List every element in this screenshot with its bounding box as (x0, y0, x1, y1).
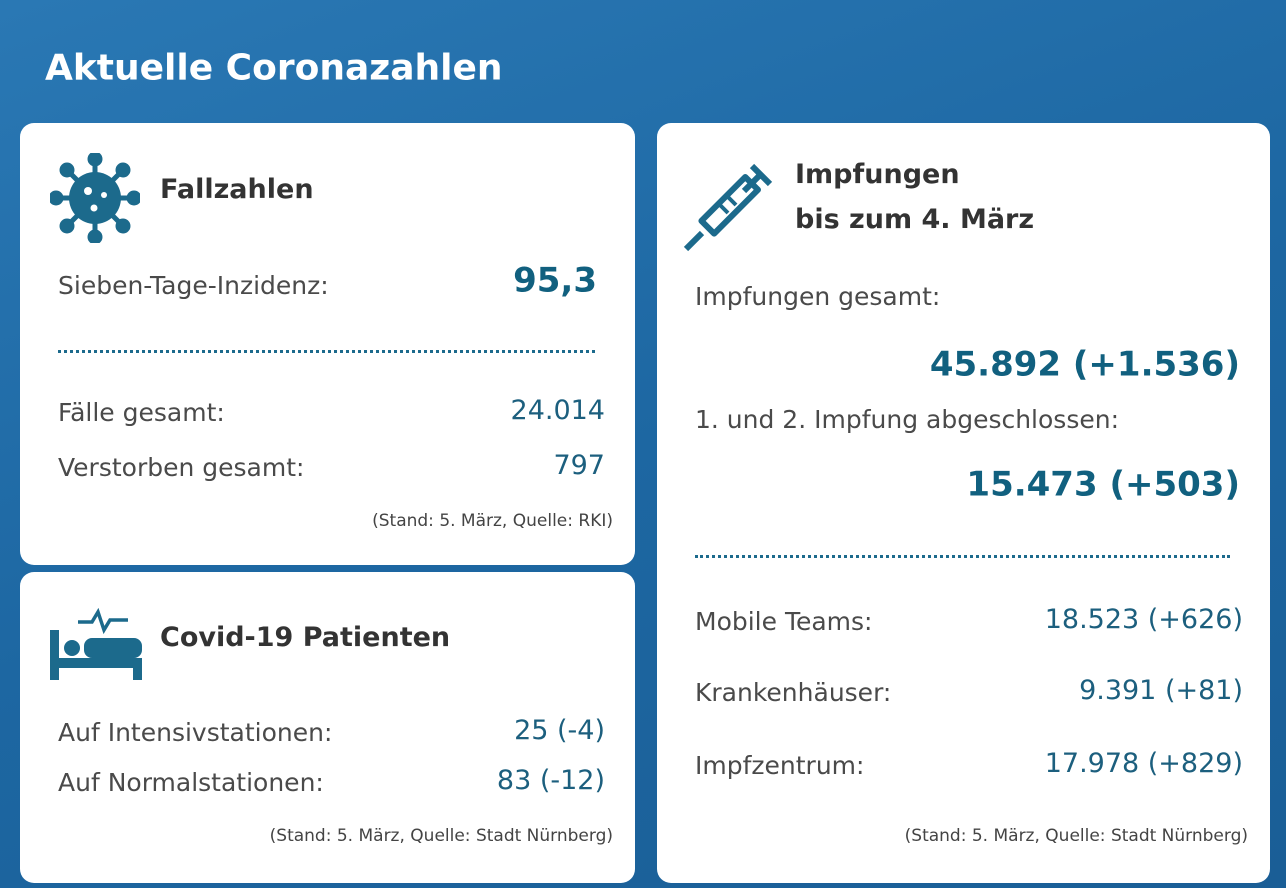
source: (Stand: 5. März, Quelle: RKI) (372, 510, 613, 531)
row-value: 9.391 (+81) (1079, 674, 1243, 706)
vaccination-heading: Impfungen (795, 158, 960, 190)
page-title: Aktuelle Coronazahlen (45, 47, 503, 89)
row-value: 24.014 (510, 394, 605, 426)
bed-icon (50, 608, 142, 680)
row-label: Impfzentrum: (695, 751, 865, 780)
row-value: 25 (-4) (514, 714, 605, 746)
source: (Stand: 5. März, Quelle: Stadt Nürnberg) (269, 825, 613, 846)
incidence-value: 95,3 (513, 260, 597, 301)
row-value: 797 (553, 449, 605, 481)
completed-value: 15.473 (+503) (966, 464, 1240, 505)
vaccination-subheading: bis zum 4. März (795, 203, 1035, 235)
row-label: Auf Normalstationen: (58, 768, 324, 797)
vaccination-card: Impfungen bis zum 4. März Impfungen gesa… (657, 123, 1270, 883)
row-label: Auf Intensivstationen: (58, 718, 333, 747)
row-label: Verstorben gesamt: (58, 453, 305, 482)
row-label: Mobile Teams: (695, 607, 873, 636)
syringe-icon (683, 163, 773, 252)
incidence-label: Sieben-Tage-Inzidenz: (58, 271, 329, 300)
source: (Stand: 5. März, Quelle: Stadt Nürnberg) (904, 825, 1248, 846)
cases-heading: Fallzahlen (160, 173, 314, 205)
row-value: 18.523 (+626) (1044, 603, 1243, 635)
total-label: Impfungen gesamt: (695, 282, 941, 311)
patients-card: Covid-19 Patienten Auf Intensivstationen… (20, 572, 635, 883)
completed-label: 1. und 2. Impfung abgeschlossen: (695, 405, 1119, 434)
row-value: 17.978 (+829) (1044, 747, 1243, 779)
row-label: Krankenhäuser: (695, 678, 892, 707)
divider (695, 555, 1230, 558)
cases-card: Fallzahlen Sieben-Tage-Inzidenz: 95,3 Fä… (20, 123, 635, 565)
row-value: 83 (-12) (496, 764, 605, 796)
total-value: 45.892 (+1.536) (929, 344, 1240, 385)
row-label: Fälle gesamt: (58, 398, 225, 427)
divider (58, 350, 595, 353)
virus-icon (50, 153, 140, 243)
patients-heading: Covid-19 Patienten (160, 621, 451, 653)
